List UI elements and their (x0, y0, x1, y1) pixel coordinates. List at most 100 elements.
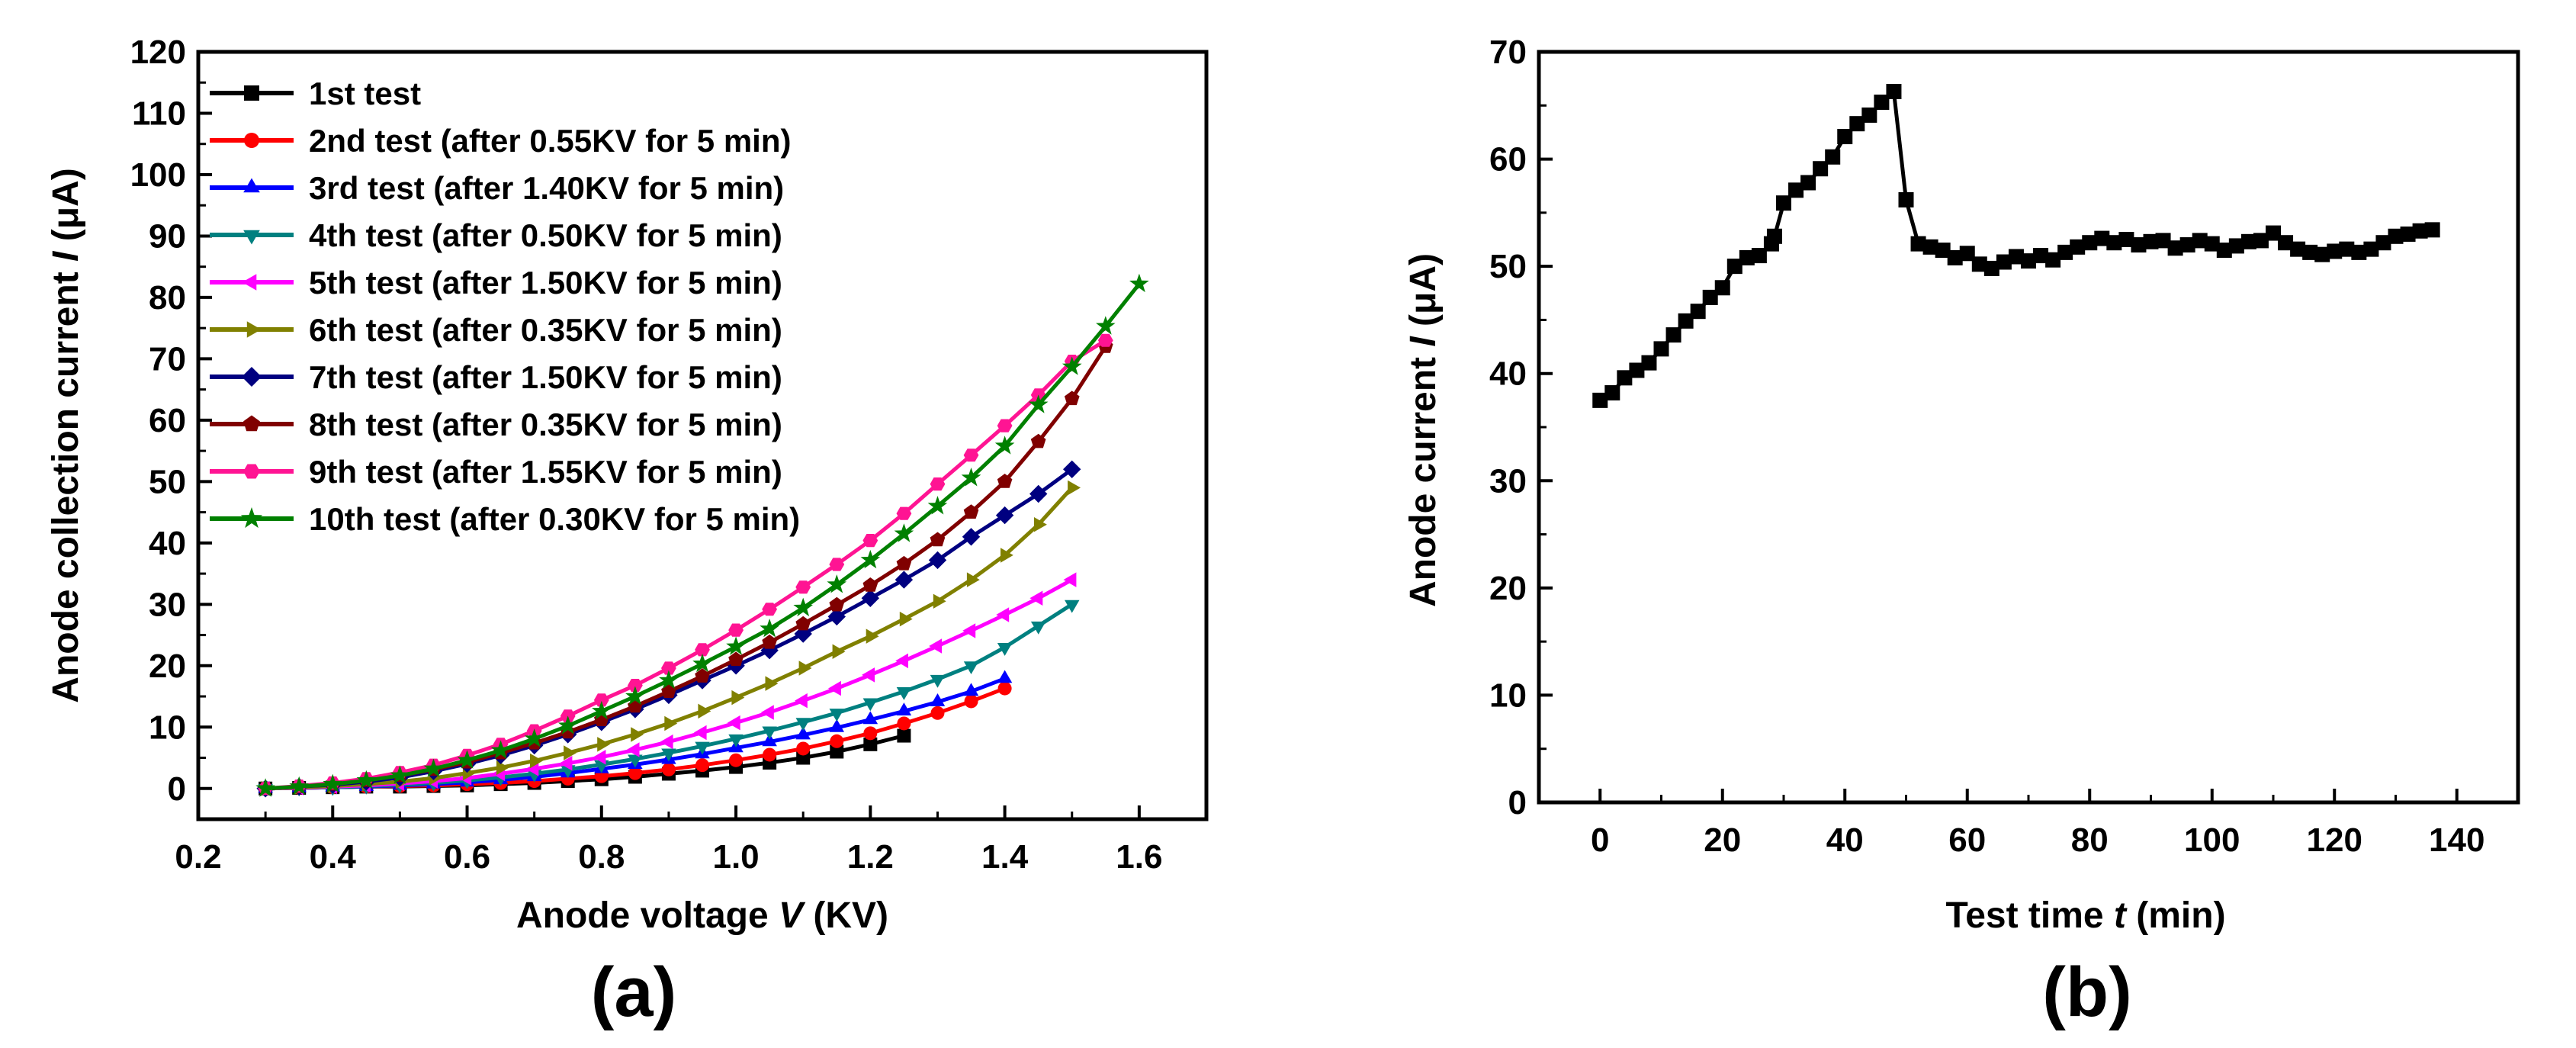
data-point (2351, 244, 2367, 260)
data-point (895, 653, 908, 669)
data-point (2302, 244, 2318, 260)
data-point (530, 753, 543, 769)
data-point (356, 770, 377, 789)
data-point (457, 750, 477, 769)
data-point (1063, 460, 1081, 478)
data-point (1065, 600, 1080, 613)
x-tick-label: 120 (2307, 821, 2362, 859)
data-point (897, 716, 911, 731)
data-point (763, 747, 777, 762)
data-point (1800, 175, 1816, 191)
data-point (2192, 233, 2208, 249)
data-point (795, 616, 811, 631)
data-point (795, 693, 808, 709)
data-point (2155, 233, 2171, 249)
data-point (1129, 273, 1149, 293)
chart-a-ylabel: Anode collection current I (μA) (46, 168, 86, 702)
data-point (1062, 356, 1082, 375)
series-9 (258, 333, 1113, 796)
legend-swatch-marker (244, 85, 259, 101)
data-point (2131, 237, 2147, 253)
data-point (731, 690, 745, 706)
data-point (2082, 235, 2098, 251)
data-point (963, 683, 979, 696)
x-tick-label: 0 (1591, 821, 1609, 859)
data-point (1714, 280, 1730, 296)
data-point (2216, 243, 2232, 259)
data-point (728, 651, 744, 667)
x-tick-label: 80 (2071, 821, 2109, 859)
data-point (664, 715, 678, 731)
data-point (1604, 385, 1620, 401)
data-point (1935, 243, 1951, 259)
legend-entry: 10th test (after 0.30KV for 5 min) (210, 501, 800, 537)
x-tick-label: 0.2 (175, 838, 221, 876)
chart-a-panel-label: (a) (591, 953, 676, 1031)
data-point (597, 737, 611, 752)
data-point (2070, 239, 2086, 255)
data-point (593, 750, 606, 765)
data-point (692, 653, 712, 673)
data-point (830, 744, 844, 759)
chart-a-axes: 0.2 0.4 0.6 0.8 1.0 1.2 1.4 1.6 0 10 20 30 40 50 60 70 8… (130, 34, 1163, 876)
x-tick-label: 100 (2184, 821, 2240, 859)
data-point (933, 593, 946, 609)
data-point (928, 551, 947, 570)
data-point (2290, 241, 2306, 257)
data-point (827, 574, 847, 593)
data-point (693, 725, 707, 741)
data-point (862, 534, 878, 548)
data-point (930, 674, 946, 688)
data-point (626, 742, 640, 757)
data-point (963, 504, 979, 519)
legend-swatch-marker (243, 178, 260, 193)
data-point (1947, 249, 1963, 265)
data-point (1874, 95, 1890, 111)
data-point (1001, 548, 1013, 563)
y-tick-label: 40 (149, 525, 186, 562)
data-point (695, 741, 710, 755)
legend-swatch-marker (243, 464, 260, 479)
data-point (1910, 236, 1926, 252)
data-point (997, 681, 1012, 696)
y-tick-label: 90 (149, 217, 186, 255)
data-point (1617, 370, 1633, 386)
data-point (1702, 289, 1718, 305)
y-tick-label: 120 (130, 34, 186, 71)
data-point (2106, 235, 2122, 251)
y-tick-label: 20 (149, 648, 186, 685)
data-point (661, 661, 676, 675)
data-point (695, 643, 710, 657)
data-point (762, 733, 777, 747)
legend-swatch-marker (240, 507, 263, 529)
data-point (862, 577, 878, 592)
data-point (964, 694, 978, 709)
data-point (866, 628, 879, 644)
legend-label: 3rd test (after 1.40KV for 5 min) (309, 170, 784, 206)
y-tick-label: 20 (1489, 570, 1527, 607)
data-point (2008, 249, 2024, 265)
data-point (659, 670, 679, 689)
data-point (660, 734, 673, 750)
data-point (728, 734, 744, 747)
y-tick-label: 40 (1489, 355, 1527, 393)
data-point (1690, 304, 1706, 320)
chart-a-legend: 1st test 2nd test (after 0.55KV for 5 min… (210, 76, 800, 537)
x-tick-label: 20 (1704, 821, 1741, 859)
data-point (863, 726, 878, 741)
chart-b-plot-frame (1537, 50, 2520, 805)
data-point (961, 468, 981, 487)
legend-entry: 7th test (after 1.50KV for 5 min) (210, 359, 782, 395)
chart-a: 0.2 0.4 0.6 0.8 1.0 1.2 1.4 1.6 0 10 20 30 40 50 60 70 8… (46, 34, 1209, 1031)
data-point (2204, 236, 2220, 252)
data-point (795, 726, 811, 740)
data-point (1029, 484, 1048, 503)
data-point (423, 758, 444, 777)
data-point (765, 676, 779, 691)
data-point (861, 589, 879, 607)
data-point (1837, 129, 1853, 145)
data-point (2057, 244, 2073, 260)
data-point (2228, 238, 2244, 254)
data-point (1064, 391, 1080, 406)
